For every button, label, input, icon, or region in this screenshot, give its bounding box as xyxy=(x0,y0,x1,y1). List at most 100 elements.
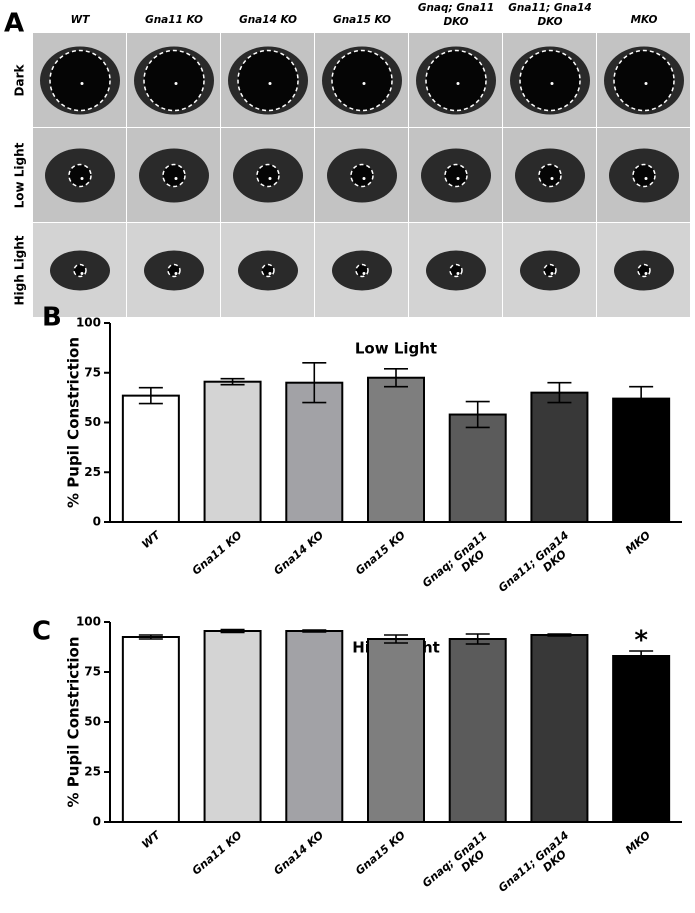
error-bar xyxy=(138,634,163,640)
pupil-outline xyxy=(632,163,656,188)
bar xyxy=(612,655,671,823)
column-header: DKO xyxy=(443,16,468,28)
pupil-outline xyxy=(425,49,487,112)
pupil xyxy=(445,164,467,187)
reflection xyxy=(456,82,460,85)
pupil xyxy=(238,50,298,111)
error-bar xyxy=(384,367,408,388)
y-axis-label: % Pupil Constriction xyxy=(65,337,83,508)
column-header: DKO xyxy=(537,16,562,28)
y-tick-label: 100 xyxy=(76,316,101,330)
reflection xyxy=(174,272,178,275)
pupil-outline xyxy=(355,263,369,278)
x-tick-label-group: MKO xyxy=(623,829,653,857)
reflection xyxy=(174,82,178,85)
bar xyxy=(367,638,425,823)
x-tick-label: WT xyxy=(139,528,164,552)
significance-mark: * xyxy=(634,626,648,656)
reflection xyxy=(268,177,272,180)
y-tick-label: 50 xyxy=(84,415,101,429)
bar xyxy=(448,638,507,823)
bar xyxy=(367,376,425,523)
pupil-outline xyxy=(261,263,275,278)
pupil xyxy=(332,50,392,111)
x-tick-label-group: Gna14 KO xyxy=(271,829,326,878)
reflection xyxy=(80,177,84,180)
reflection xyxy=(362,82,366,85)
bar xyxy=(448,413,507,524)
bar xyxy=(203,630,262,823)
y-tick-label: 25 xyxy=(84,465,101,479)
error-bar xyxy=(465,633,490,645)
y-tick-label: 25 xyxy=(84,765,101,779)
pupil-outline xyxy=(237,49,299,112)
error-bar xyxy=(220,628,245,634)
y-tick-label: 75 xyxy=(84,365,101,379)
error-bar xyxy=(384,634,408,644)
x-tick-label-group: MKO xyxy=(623,529,653,557)
pupil-outline xyxy=(167,263,181,278)
pupil xyxy=(50,50,110,111)
row-label: High Light xyxy=(13,235,27,305)
x-tick-label: Gna14 KO xyxy=(271,529,326,578)
y-tick-label: 0 xyxy=(93,515,101,529)
pupil-outline xyxy=(519,49,581,112)
column-header: Gnaq; Gna11 xyxy=(418,2,494,14)
row-label: Dark xyxy=(13,64,27,97)
pupil-outline xyxy=(538,163,562,188)
reflection xyxy=(644,177,648,180)
reflection xyxy=(268,82,272,85)
pupil-outline xyxy=(162,163,186,188)
reflection xyxy=(550,272,554,275)
x-tick-label-group: Gna15 KO xyxy=(353,529,408,578)
x-tick-label: Gna11 KO xyxy=(190,829,245,878)
reflection xyxy=(80,82,84,85)
column-header: Gna14 KO xyxy=(239,14,297,26)
y-tick-label: 100 xyxy=(76,615,101,629)
x-tick-label-group: Gna11 KO xyxy=(190,829,245,878)
bar xyxy=(612,397,671,523)
pupil-outline xyxy=(68,163,92,188)
bar xyxy=(121,636,180,823)
y-tick-label: 0 xyxy=(93,815,101,829)
pupil xyxy=(520,50,580,111)
reflection xyxy=(456,272,460,275)
error-bar xyxy=(629,650,654,662)
pupil xyxy=(144,50,204,111)
error-bar xyxy=(220,377,245,386)
row-label: Low Light xyxy=(13,142,27,208)
pupil-outline xyxy=(637,263,651,278)
pupil xyxy=(426,50,486,111)
bar xyxy=(530,634,589,823)
bar xyxy=(203,380,262,523)
pupil xyxy=(614,50,674,111)
reflection xyxy=(644,272,648,275)
pupil xyxy=(163,164,185,187)
reflection xyxy=(644,82,648,85)
reflection xyxy=(550,82,554,85)
x-tick-label: Gna11 KO xyxy=(190,529,245,578)
bar xyxy=(121,394,180,524)
bar xyxy=(285,630,344,823)
panel-label: B xyxy=(42,303,62,333)
x-tick-label-group: WT xyxy=(139,828,164,852)
pupil-outline xyxy=(73,263,87,278)
y-tick-label: 50 xyxy=(84,715,101,729)
error-bar xyxy=(302,361,327,404)
error-bar xyxy=(302,629,327,633)
pupil xyxy=(257,164,279,187)
chart-title: Low Light xyxy=(355,340,437,358)
pupil-outline xyxy=(444,163,468,188)
reflection xyxy=(362,272,366,275)
x-tick-label: Gna14 KO xyxy=(271,829,326,878)
pupil xyxy=(351,164,373,187)
reflection xyxy=(456,177,460,180)
column-header: Gna11; Gna14 xyxy=(508,2,591,14)
error-bar xyxy=(547,633,572,637)
pupil-outline xyxy=(449,263,463,278)
error-bar xyxy=(465,400,490,429)
x-tick-label-group: Gna11 KO xyxy=(190,529,245,578)
x-tick-label-group: WT xyxy=(139,528,164,552)
